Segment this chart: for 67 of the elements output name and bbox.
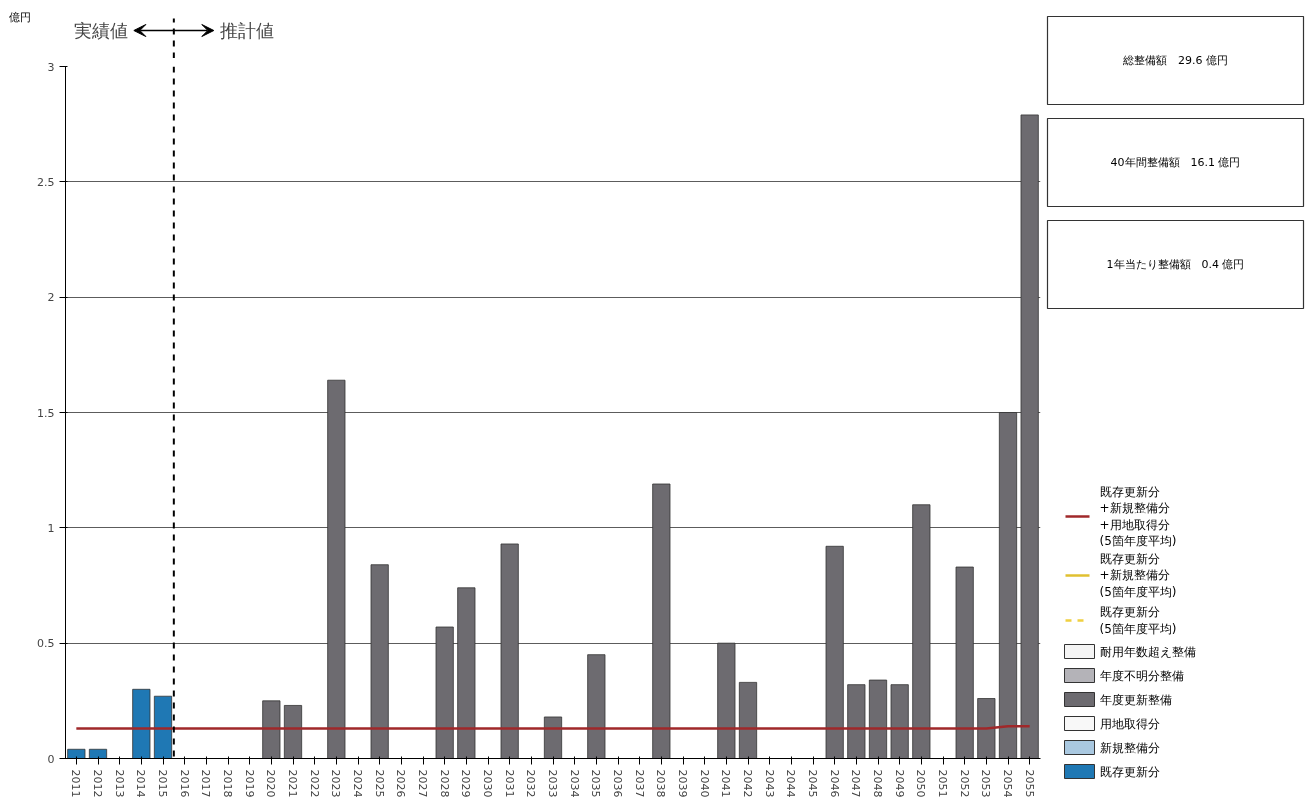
legend-label: 年度不明分整備 bbox=[1099, 668, 1184, 683]
legend-label: 用地取得分 bbox=[1099, 716, 1160, 731]
legend-label: 年度更新整備 bbox=[1099, 692, 1172, 707]
y-tick-label: 2.5 bbox=[37, 175, 55, 189]
legend-label: 既存更新分 +新規整備分 +用地取得分 (5箇年度平均) bbox=[1099, 485, 1177, 548]
x-tick-label: 2028 bbox=[437, 769, 451, 798]
text: 40年間整備額 16.1 億円 bbox=[1110, 156, 1241, 169]
x-tick-label: 2024 bbox=[351, 769, 364, 798]
x-tick-label: 2012 bbox=[91, 769, 104, 798]
x-tick-label: 2021 bbox=[286, 769, 299, 798]
x-tick-label: 2046 bbox=[827, 769, 841, 798]
text: 推計値 bbox=[219, 20, 274, 41]
text: 1年当たり整備額 0.4 億円 bbox=[1106, 258, 1245, 271]
x-tick-label: 2023 bbox=[329, 769, 343, 798]
x-tick-label: 2036 bbox=[611, 769, 624, 798]
x-tick-label: 2037 bbox=[632, 769, 646, 798]
x-tick-label: 2033 bbox=[546, 769, 559, 798]
y-tick-label: 0.5 bbox=[37, 637, 55, 651]
x-tick-label: 2047 bbox=[849, 769, 863, 798]
x-tick-label: 2017 bbox=[199, 769, 213, 798]
legend-label: 既存更新分 +新規整備分 (5箇年度平均) bbox=[1099, 552, 1177, 599]
x-tick-label: 2040 bbox=[697, 769, 711, 798]
text: 実績値 bbox=[73, 20, 128, 41]
x-tick-label: 2038 bbox=[654, 769, 668, 798]
x-tick-label: 2048 bbox=[871, 769, 884, 798]
x-tick-label: 2015 bbox=[156, 769, 169, 798]
x-tick-label: 2029 bbox=[459, 769, 473, 798]
x-tick-label: 2020 bbox=[264, 769, 278, 798]
x-tick-label: 2055 bbox=[1022, 769, 1036, 798]
x-tick-label: 2035 bbox=[589, 769, 603, 798]
y-tick-label: 1 bbox=[47, 521, 55, 535]
x-tick-label: 2042 bbox=[741, 769, 754, 798]
legend-label: 新規整備分 bbox=[1099, 740, 1160, 755]
x-tick-label: 2031 bbox=[502, 769, 516, 798]
x-tick-label: 2013 bbox=[112, 769, 126, 798]
text: 総整備額 29.6 億円 bbox=[1122, 54, 1229, 67]
legend-label: 耐用年数超え整備 bbox=[1099, 644, 1196, 659]
x-tick-label: 2043 bbox=[762, 769, 776, 798]
x-tick-label: 2041 bbox=[719, 769, 733, 798]
y-tick-label: 3 bbox=[47, 60, 55, 74]
x-tick-label: 2032 bbox=[524, 769, 538, 798]
y-tick-label: 0 bbox=[47, 752, 55, 766]
x-tick-label: 2053 bbox=[979, 769, 993, 798]
x-tick-label: 2025 bbox=[372, 769, 386, 798]
x-tick-label: 2034 bbox=[567, 769, 581, 798]
x-tick-label: 2026 bbox=[394, 769, 408, 798]
x-tick-label: 2014 bbox=[134, 769, 148, 798]
x-tick-label: 2045 bbox=[806, 769, 819, 798]
x-tick-label: 2030 bbox=[481, 769, 494, 798]
x-tick-label: 2022 bbox=[307, 769, 321, 798]
x-tick-label: 2044 bbox=[784, 769, 798, 798]
x-tick-label: 2039 bbox=[676, 769, 689, 798]
y-tick-label: 2 bbox=[47, 291, 55, 305]
x-tick-label: 2018 bbox=[221, 769, 234, 798]
legend-label: 既存更新分 (5箇年度平均) bbox=[1099, 605, 1177, 636]
x-tick-label: 2049 bbox=[892, 769, 906, 798]
legend-label: 既存更新分 bbox=[1099, 764, 1160, 779]
y-tick-label: 1.5 bbox=[37, 406, 55, 420]
x-tick-label: 2051 bbox=[936, 769, 949, 798]
x-tick-label: 2050 bbox=[914, 769, 928, 798]
x-tick-label: 2027 bbox=[416, 769, 429, 798]
x-tick-label: 2016 bbox=[177, 769, 191, 798]
x-tick-label: 2054 bbox=[1001, 769, 1014, 798]
y-axis-title: 億円 bbox=[8, 10, 31, 24]
x-tick-label: 2011 bbox=[69, 769, 83, 798]
x-tick-label: 2019 bbox=[242, 769, 256, 798]
x-tick-label: 2052 bbox=[957, 769, 971, 798]
